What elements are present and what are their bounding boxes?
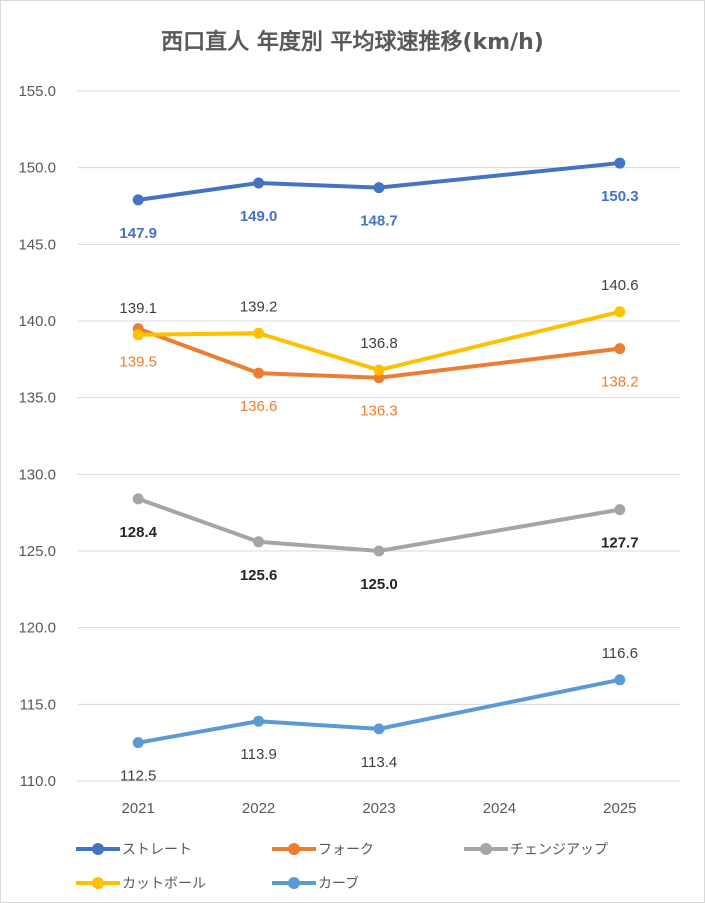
legend-item: フォーク bbox=[272, 838, 374, 860]
data-label: 138.2 bbox=[601, 374, 639, 391]
y-tick-label: 135.0 bbox=[18, 390, 56, 407]
y-tick-label: 150.0 bbox=[18, 160, 56, 177]
y-tick-label: 125.0 bbox=[18, 543, 56, 560]
legend-item: カットボール bbox=[76, 872, 206, 894]
y-tick-label: 145.0 bbox=[18, 236, 56, 253]
data-label: 113.4 bbox=[361, 754, 397, 771]
legend-swatch bbox=[76, 872, 120, 894]
legend-label: カットボール bbox=[122, 876, 206, 892]
legend-label: チェンジアップ bbox=[510, 842, 608, 858]
x-tick-label: 2023 bbox=[362, 800, 395, 817]
data-point bbox=[253, 367, 265, 379]
y-tick-label: 155.0 bbox=[18, 83, 56, 100]
data-label: 149.0 bbox=[240, 208, 278, 225]
data-point bbox=[614, 343, 626, 355]
y-tick-label: 115.0 bbox=[20, 696, 56, 713]
legend-item: チェンジアップ bbox=[464, 838, 608, 860]
data-label: 147.9 bbox=[119, 225, 157, 242]
x-tick-label: 2025 bbox=[603, 800, 636, 817]
legend-label: カーブ bbox=[318, 876, 360, 892]
data-point bbox=[373, 723, 385, 735]
data-point bbox=[373, 182, 385, 194]
data-label: 140.6 bbox=[601, 277, 639, 294]
data-point bbox=[132, 194, 144, 206]
legend-swatch bbox=[76, 838, 120, 860]
legend-swatch bbox=[464, 838, 508, 860]
data-label: 136.3 bbox=[360, 403, 398, 420]
series-line bbox=[136, 161, 622, 202]
x-tick-label: 2022 bbox=[242, 800, 275, 817]
y-tick-label: 130.0 bbox=[18, 466, 56, 483]
x-tick-label: 2024 bbox=[483, 800, 516, 817]
x-tick-label: 2021 bbox=[122, 800, 155, 817]
data-label: 127.7 bbox=[601, 535, 639, 552]
series-line bbox=[136, 677, 622, 745]
legend-label: ストレート bbox=[122, 842, 192, 858]
legend-item: ストレート bbox=[76, 838, 192, 860]
data-label: 128.4 bbox=[119, 524, 157, 541]
data-point bbox=[132, 329, 144, 341]
data-point bbox=[614, 504, 626, 516]
data-point bbox=[132, 493, 144, 505]
series-line bbox=[136, 496, 622, 553]
data-label: 136.8 bbox=[360, 335, 398, 352]
data-label: 125.0 bbox=[360, 576, 398, 593]
y-tick-label: 110.0 bbox=[20, 773, 56, 790]
data-point bbox=[614, 157, 626, 169]
data-label: 148.7 bbox=[360, 213, 398, 230]
y-tick-label: 140.0 bbox=[18, 313, 56, 330]
legend-label: フォーク bbox=[318, 842, 374, 858]
legend-swatch bbox=[272, 872, 316, 894]
data-point bbox=[253, 327, 265, 339]
chart-title: 西口直人 年度別 平均球速推移(km/h) bbox=[161, 30, 544, 55]
legend-swatch bbox=[272, 838, 316, 860]
data-label: 125.6 bbox=[240, 567, 278, 584]
data-label: 150.3 bbox=[601, 188, 639, 205]
data-point bbox=[373, 545, 385, 557]
data-point bbox=[253, 536, 265, 548]
data-label: 139.2 bbox=[240, 298, 278, 315]
legend-item: カーブ bbox=[272, 872, 359, 894]
data-label: 139.5 bbox=[119, 354, 157, 371]
y-tick-label: 120.0 bbox=[18, 620, 56, 637]
series-line bbox=[136, 309, 622, 373]
data-point bbox=[253, 715, 265, 727]
data-label: 113.9 bbox=[240, 746, 276, 763]
data-label: 139.1 bbox=[119, 300, 157, 317]
data-point bbox=[253, 177, 265, 189]
chart-legend: ストレート フォーク チェンジアップカットボール カーブ bbox=[0, 838, 705, 898]
data-label: 116.6 bbox=[602, 645, 638, 662]
data-point bbox=[614, 674, 626, 686]
data-point bbox=[132, 737, 144, 749]
data-label: 112.5 bbox=[120, 768, 156, 785]
data-point bbox=[373, 364, 385, 376]
series-line bbox=[136, 326, 622, 380]
data-label: 136.6 bbox=[240, 398, 278, 415]
data-point bbox=[614, 306, 626, 318]
